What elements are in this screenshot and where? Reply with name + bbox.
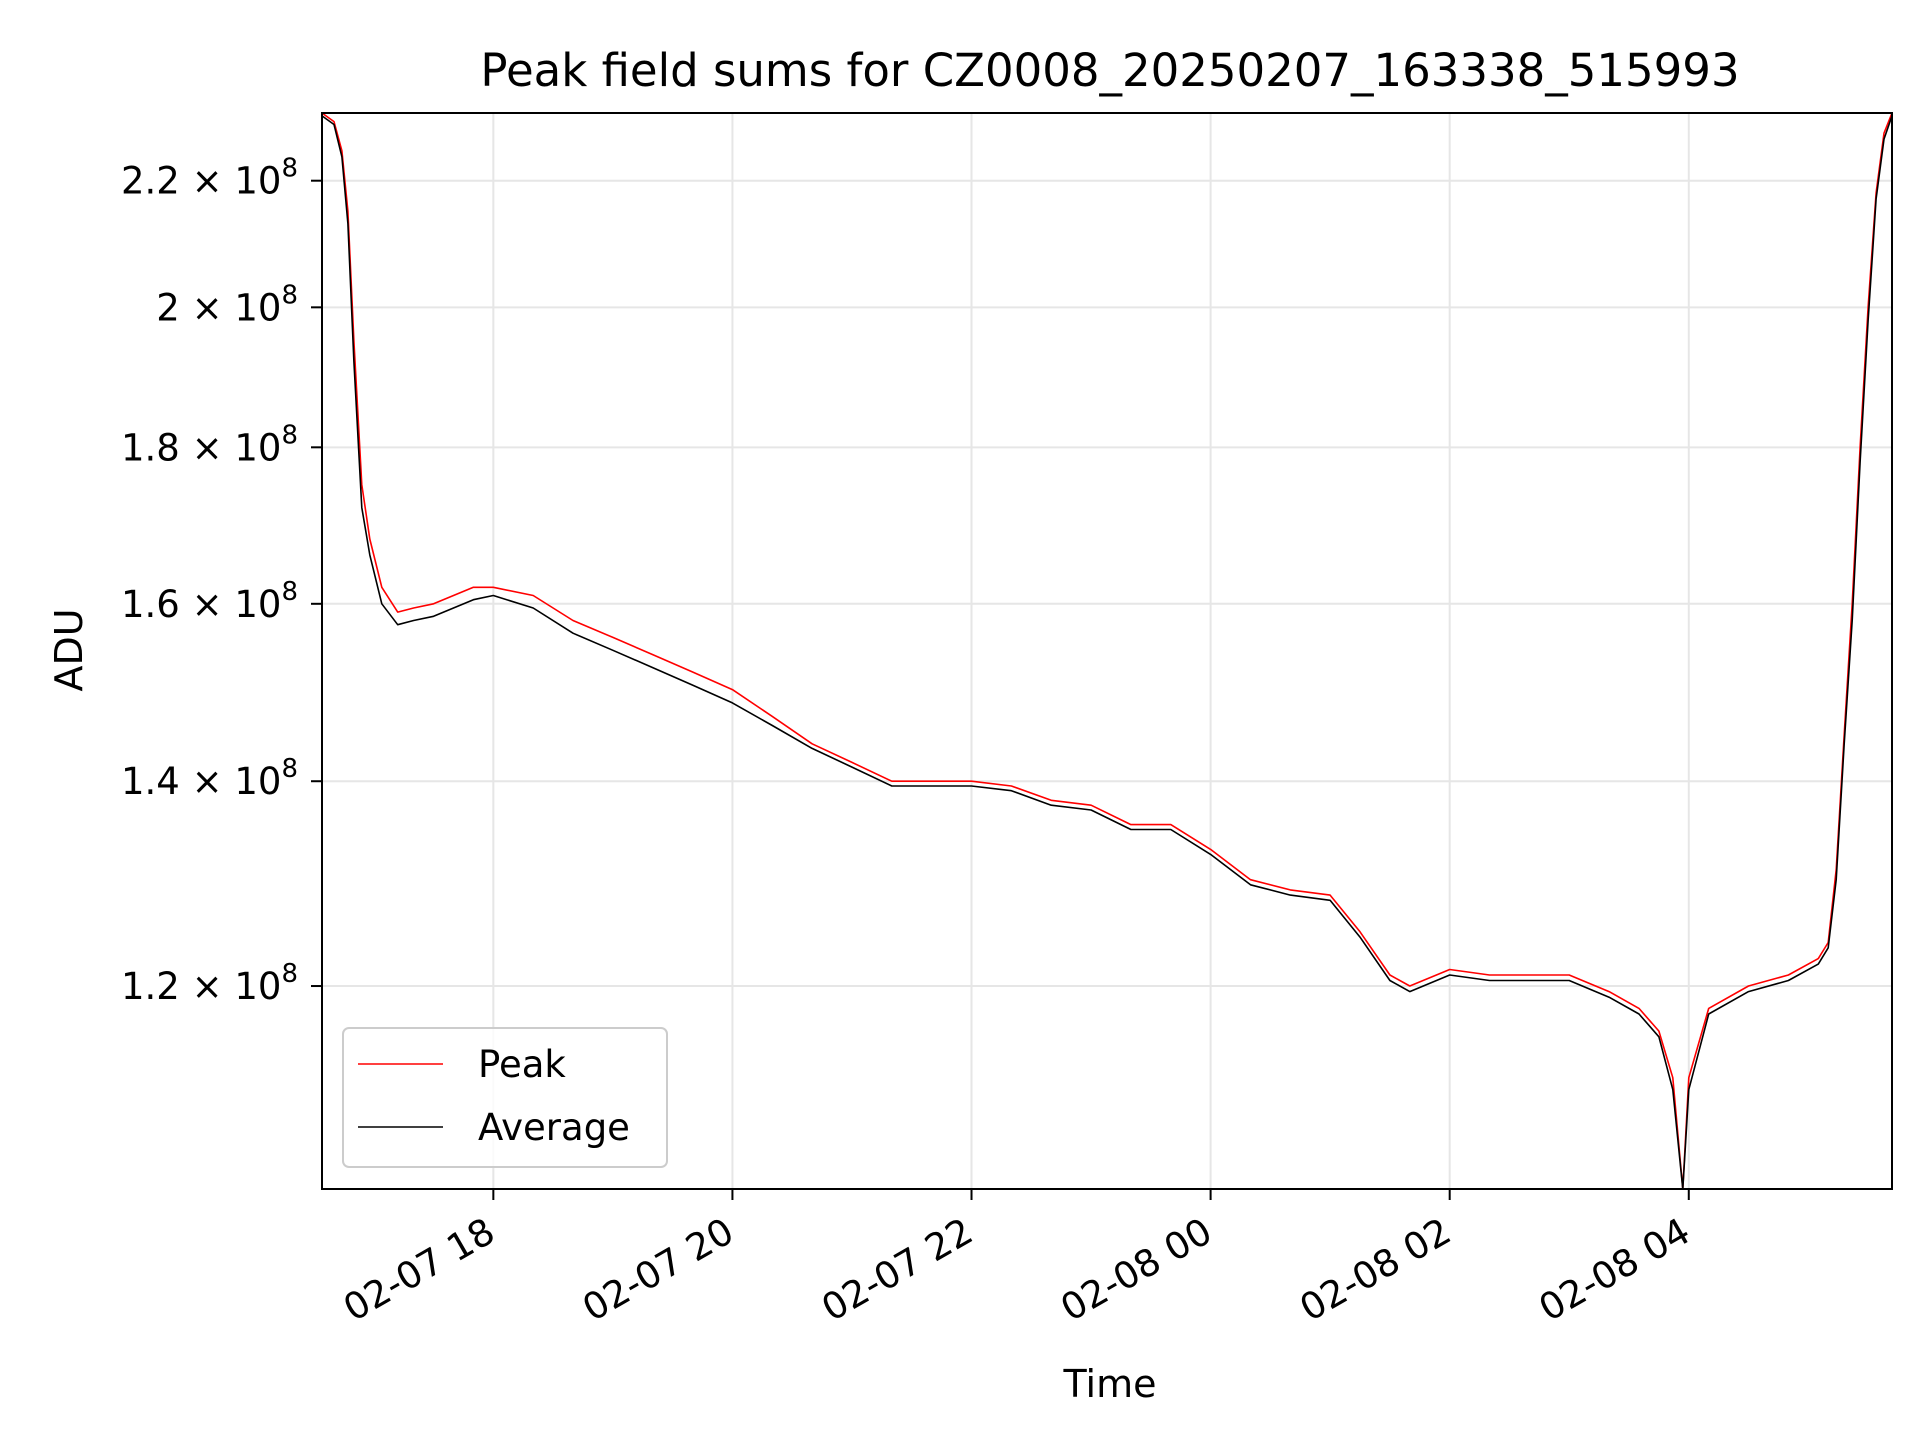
y-tick-mantissa: 1.2 × 10 (121, 965, 281, 1008)
x-axis-label: Time (1063, 1362, 1157, 1406)
x-tick-label: 02-07 20 (575, 1210, 741, 1330)
y-tick-mantissa: 1.8 × 10 (121, 426, 281, 469)
y-tick-label: 1.4 × 108 (121, 754, 298, 803)
x-tick-label: 02-08 02 (1293, 1210, 1459, 1330)
y-tick-exponent: 8 (281, 577, 298, 607)
legend-box (342, 1027, 668, 1168)
y-tick-label: 2 × 108 (156, 280, 298, 329)
y-tick-label: 1.6 × 108 (121, 577, 298, 626)
series-lines (321, 112, 1893, 1190)
y-tick-mantissa: 2 × 10 (156, 286, 281, 329)
legend-label-peak: Peak (478, 1043, 566, 1086)
y-tick-label: 1.2 × 108 (121, 959, 298, 1008)
plot-frame (321, 112, 1893, 1190)
x-tick-label: 02-08 00 (1054, 1210, 1220, 1330)
x-tick-label: 02-07 18 (336, 1210, 502, 1330)
y-tick-exponent: 8 (281, 959, 298, 989)
y-tick-label: 2.2 × 108 (121, 154, 298, 203)
series-line-peak (321, 112, 1893, 1190)
x-tick-label: 02-07 22 (814, 1210, 980, 1330)
chart-title: Peak field sums for CZ0008_20250207_1633… (480, 44, 1740, 97)
x-axis: 02-07 18 02-07 20 02-07 22 02-08 00 02-08 02… (336, 1189, 1697, 1330)
grid (322, 113, 1892, 1189)
y-tick-exponent: 8 (281, 154, 298, 184)
y-tick-mantissa: 1.6 × 10 (121, 583, 281, 626)
y-tick-mantissa: 1.4 × 10 (121, 760, 281, 803)
legend-label-average: Average (478, 1106, 630, 1149)
series-line-average (321, 115, 1893, 1190)
y-tick-exponent: 8 (281, 280, 298, 310)
y-tick-mantissa: 2.2 × 10 (121, 160, 281, 203)
y-tick-exponent: 8 (281, 754, 298, 784)
y-tick-label: 1.8 × 108 (121, 420, 298, 469)
legend: Peak Average (342, 1027, 668, 1168)
y-tick-exponent: 8 (281, 420, 298, 450)
x-tick-label: 02-08 04 (1532, 1210, 1698, 1330)
